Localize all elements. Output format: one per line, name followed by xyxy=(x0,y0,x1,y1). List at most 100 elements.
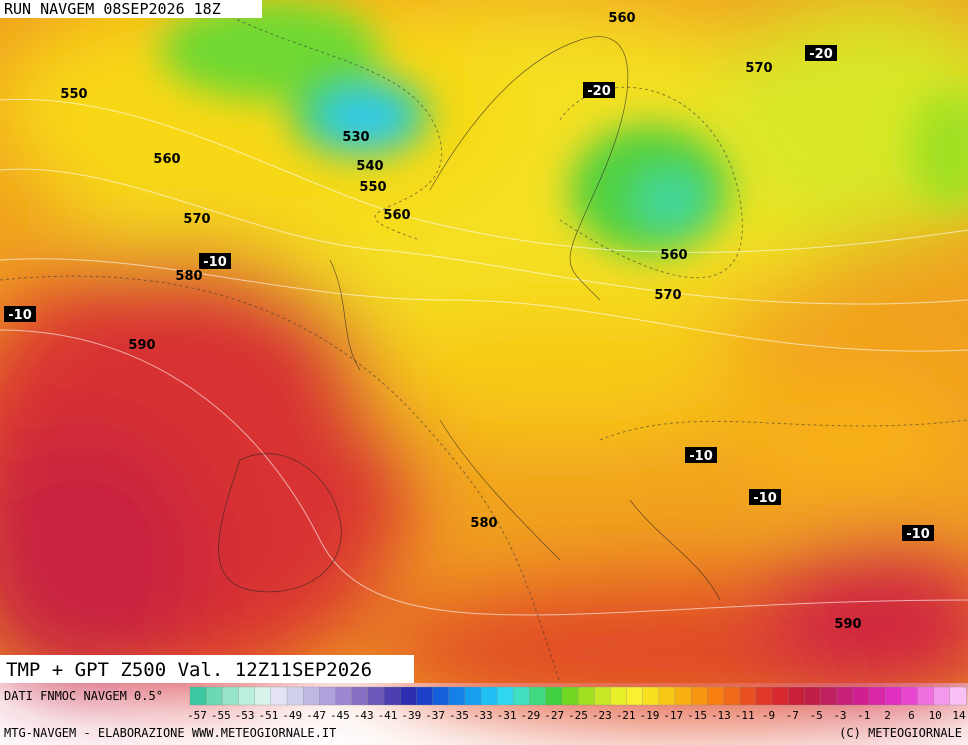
legend-label: -27 xyxy=(544,709,564,722)
credit-right: (C) METEOGIORNALE xyxy=(839,726,962,740)
legend-swatch xyxy=(367,686,385,706)
legend-swatch xyxy=(917,686,935,706)
credit-left: MTG-NAVGEM - ELABORAZIONE WWW.METEOGIORN… xyxy=(4,726,336,740)
legend-swatch xyxy=(480,686,498,706)
legend-label: -5 xyxy=(810,709,823,722)
legend-label: -13 xyxy=(711,709,731,722)
legend-label: -55 xyxy=(211,709,231,722)
legend-label: 6 xyxy=(908,709,915,722)
source-label: DATI FNMOC NAVGEM 0.5° xyxy=(4,689,163,703)
legend-swatch xyxy=(189,686,207,706)
title-box xyxy=(0,655,414,683)
legend-label: -11 xyxy=(735,709,755,722)
legend-swatch xyxy=(852,686,870,706)
temperature-label: -20 xyxy=(587,84,611,99)
legend-swatch xyxy=(658,686,676,706)
height-label: 560 xyxy=(608,11,635,26)
temperature-label: -10 xyxy=(753,491,777,506)
legend-label: -51 xyxy=(259,709,279,722)
legend-swatch xyxy=(933,686,951,706)
legend-label: -19 xyxy=(640,709,660,722)
label-box xyxy=(902,525,934,541)
height-label: 580 xyxy=(175,269,202,284)
legend-label: -39 xyxy=(401,709,421,722)
legend-swatch xyxy=(383,686,401,706)
legend-label: -41 xyxy=(378,709,398,722)
legend-label: -1 xyxy=(857,709,870,722)
legend-label: 2 xyxy=(884,709,891,722)
legend-swatch xyxy=(885,686,902,706)
legend-swatch xyxy=(836,686,854,706)
label-box xyxy=(199,253,231,269)
height-label: 570 xyxy=(654,288,681,303)
label-box xyxy=(749,489,781,505)
legend-swatch xyxy=(545,686,563,706)
height-label: 580 xyxy=(470,516,497,531)
legend-label: -57 xyxy=(187,709,207,722)
legend-swatch xyxy=(674,686,692,706)
label-box xyxy=(685,447,717,463)
legend-swatch xyxy=(626,686,644,706)
legend-swatch xyxy=(270,686,288,706)
legend-swatch xyxy=(335,686,353,706)
height-label: 550 xyxy=(60,87,87,102)
legend-swatch xyxy=(464,686,482,706)
legend-swatch xyxy=(416,686,433,706)
temperature-contours xyxy=(0,0,968,684)
legend-swatch xyxy=(788,686,805,706)
legend-swatch xyxy=(254,686,272,706)
temperature-label: -10 xyxy=(8,308,32,323)
legend-label: -53 xyxy=(235,709,255,722)
map-title: TMP + GPT Z500 Val. 12Z11SEP2026 xyxy=(6,659,372,681)
legend-swatch xyxy=(739,686,757,706)
temperature-label: -10 xyxy=(906,527,930,542)
legend-swatch xyxy=(351,686,369,706)
legend-swatch xyxy=(400,686,417,706)
height-label: 590 xyxy=(128,338,155,353)
height-label: 550 xyxy=(359,180,386,195)
legend-swatch xyxy=(206,686,223,706)
color-legend: -57 -55 -53 -51 -49 -47 -45 -43 -41 -39 -37 -35 -33-… xyxy=(187,686,967,722)
legend-swatch xyxy=(949,686,967,706)
legend-swatch xyxy=(804,686,821,706)
legend-label: -7 xyxy=(786,709,799,722)
coastlines xyxy=(218,36,721,601)
legend-label: -25 xyxy=(568,709,588,722)
legend-swatch xyxy=(303,686,320,706)
legend-label: -17 xyxy=(663,709,683,722)
legend-swatch xyxy=(594,686,611,706)
height-label: 560 xyxy=(660,248,687,263)
height-label: 570 xyxy=(183,212,210,227)
legend-swatch xyxy=(238,686,256,706)
legend-swatch xyxy=(901,686,918,706)
legend-label: -9 xyxy=(762,709,775,722)
legend-label: -43 xyxy=(354,709,374,722)
height-label: 570 xyxy=(745,61,772,76)
legend-swatch xyxy=(691,686,708,706)
legend-swatch xyxy=(497,686,514,706)
legend-swatch xyxy=(513,686,530,706)
legend-swatch xyxy=(642,686,660,706)
legend-swatch xyxy=(448,686,466,706)
legend-label: 10 xyxy=(929,709,942,722)
legend-label: -35 xyxy=(449,709,469,722)
legend-label: -31 xyxy=(497,709,517,722)
header-box xyxy=(0,0,262,18)
run-label: RUN NAVGEM 08SEP2026 18Z xyxy=(4,0,221,18)
legend-label: -3 xyxy=(833,709,846,722)
legend-label: -21 xyxy=(616,709,636,722)
label-box xyxy=(583,82,615,98)
legend-label: -47 xyxy=(306,709,326,722)
legend-swatch xyxy=(723,686,741,706)
height-label: 560 xyxy=(383,208,410,223)
legend-swatch xyxy=(820,686,838,706)
legend-swatch xyxy=(610,686,627,706)
legend-swatch xyxy=(222,686,239,706)
legend-label: 14 xyxy=(952,709,966,722)
legend-label: -33 xyxy=(473,709,493,722)
legend-label: -37 xyxy=(425,709,445,722)
legend-label: -23 xyxy=(592,709,612,722)
cold-cores xyxy=(160,0,968,255)
legend-label: -45 xyxy=(330,709,350,722)
